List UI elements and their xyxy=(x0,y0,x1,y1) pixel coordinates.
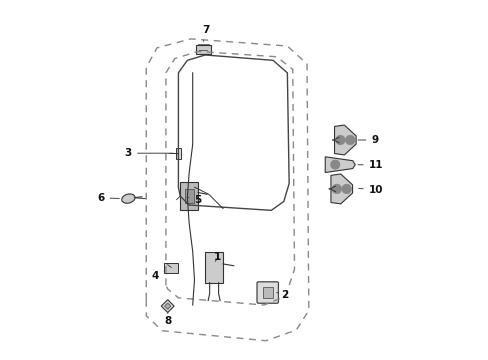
FancyBboxPatch shape xyxy=(257,282,278,303)
Polygon shape xyxy=(161,300,174,312)
Circle shape xyxy=(330,160,339,169)
Text: 8: 8 xyxy=(164,312,171,326)
Text: 11: 11 xyxy=(357,160,383,170)
Text: 3: 3 xyxy=(124,148,173,158)
Bar xyxy=(176,148,180,158)
Polygon shape xyxy=(164,303,171,309)
Text: 9: 9 xyxy=(357,135,378,145)
Circle shape xyxy=(341,184,351,194)
Text: 5: 5 xyxy=(187,195,201,204)
Text: 7: 7 xyxy=(202,25,209,41)
Ellipse shape xyxy=(122,194,135,203)
Text: 1: 1 xyxy=(214,252,221,262)
Text: 4: 4 xyxy=(151,271,164,282)
Bar xyxy=(164,262,178,273)
Polygon shape xyxy=(334,125,355,155)
Circle shape xyxy=(345,135,354,145)
Polygon shape xyxy=(325,157,354,172)
Polygon shape xyxy=(330,174,352,204)
Circle shape xyxy=(331,184,341,194)
Bar xyxy=(184,189,193,203)
Text: 10: 10 xyxy=(358,185,383,195)
Bar xyxy=(262,287,272,298)
Text: 6: 6 xyxy=(97,193,119,203)
Text: 2: 2 xyxy=(276,290,287,300)
Bar xyxy=(195,45,211,54)
Bar xyxy=(180,182,198,210)
Bar xyxy=(205,252,223,283)
Circle shape xyxy=(335,135,345,145)
